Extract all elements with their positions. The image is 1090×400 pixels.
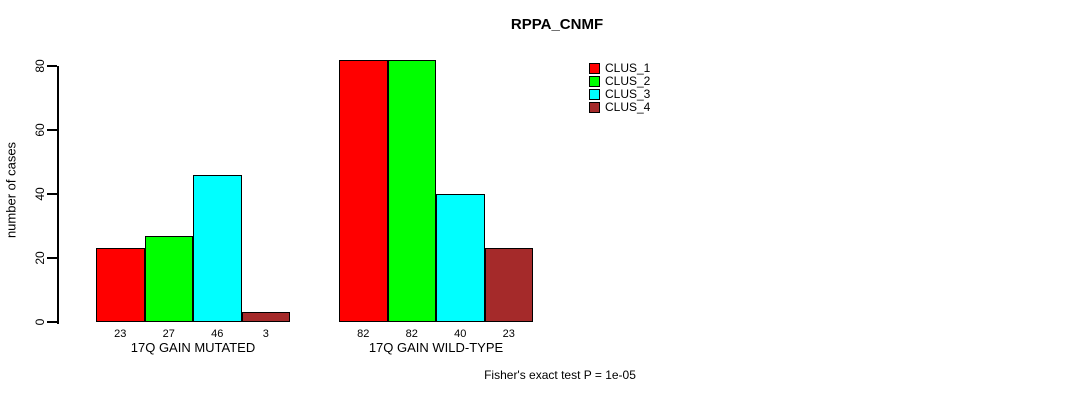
group-label: 17Q GAIN WILD-TYPE: [368, 340, 504, 355]
bar-clus_2-group1: [144, 235, 193, 322]
group-label: 17Q GAIN MUTATED: [130, 340, 256, 355]
legend-swatch-icon: [589, 102, 600, 113]
legend-label: CLUS_4: [605, 100, 651, 114]
bar-clus_3-group2: [436, 194, 485, 322]
fisher-test-annotation: Fisher's exact test P = 1e-05: [484, 368, 636, 382]
y-tick-mark: [47, 257, 57, 259]
y-tick-mark: [47, 65, 57, 67]
bar-clus_4-group2: [484, 248, 533, 322]
legend-swatch-icon: [589, 89, 600, 100]
bar-value-label: 23: [502, 328, 515, 340]
y-tick-label: 0: [33, 318, 47, 326]
legend-item: CLUS_3: [589, 88, 650, 101]
y-tick-mark: [47, 321, 57, 323]
legend-label: CLUS_2: [605, 74, 651, 88]
y-tick-mark: [47, 193, 57, 195]
y-tick-label: 60: [33, 123, 47, 137]
legend-item: CLUS_2: [589, 75, 650, 88]
legend: CLUS_1 CLUS_2 CLUS_3 CLUS_4: [589, 62, 650, 114]
y-tick-mark: [47, 129, 57, 131]
legend-label: CLUS_1: [605, 61, 651, 75]
bar-value-label: 82: [357, 328, 370, 340]
bar-clus_4-group1: [241, 312, 290, 322]
legend-swatch-icon: [589, 63, 600, 74]
bar-value-label: 23: [114, 328, 127, 340]
y-tick-label: 40: [33, 187, 47, 201]
chart-title: RPPA_CNMF: [510, 16, 604, 33]
y-axis-label: number of cases: [3, 141, 19, 239]
bar-value-label: 46: [211, 328, 224, 340]
legend-item: CLUS_1: [589, 62, 650, 75]
legend-label: CLUS_3: [605, 87, 651, 101]
bar-value-label: 3: [262, 328, 269, 340]
bar-value-label: 27: [162, 328, 175, 340]
bar-clus_1-group1: [96, 248, 145, 322]
bar-value-label: 40: [454, 328, 467, 340]
bar-value-label: 82: [405, 328, 418, 340]
legend-swatch-icon: [589, 76, 600, 87]
y-tick-label: 20: [33, 251, 47, 265]
legend-item: CLUS_4: [589, 101, 650, 114]
y-axis-line: [57, 66, 59, 324]
bar-clus_2-group2: [387, 59, 436, 322]
bar-clus_1-group2: [339, 59, 388, 322]
y-tick-label: 80: [33, 59, 47, 73]
bar-clus_3-group1: [193, 174, 242, 322]
